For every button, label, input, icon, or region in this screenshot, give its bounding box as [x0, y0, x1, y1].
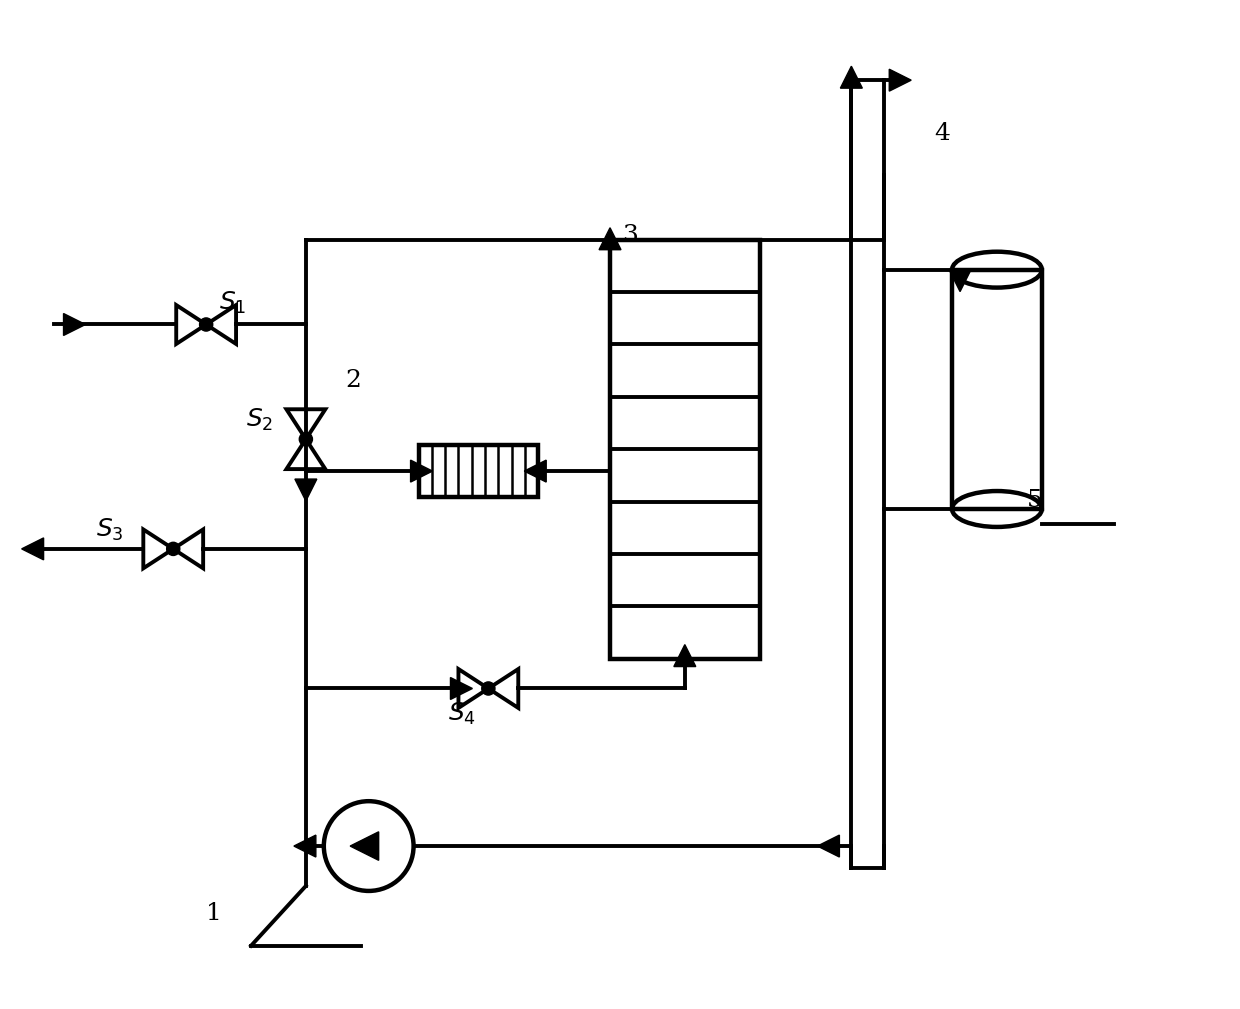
Circle shape: [299, 433, 312, 446]
Text: 4: 4: [934, 122, 950, 145]
Polygon shape: [817, 835, 839, 857]
Polygon shape: [410, 460, 433, 482]
Text: 1: 1: [206, 902, 222, 925]
Text: $S_2$: $S_2$: [246, 408, 273, 434]
Polygon shape: [450, 677, 472, 699]
Text: 3: 3: [622, 224, 637, 247]
Circle shape: [200, 318, 213, 331]
Polygon shape: [673, 645, 696, 667]
Text: $S_1$: $S_1$: [219, 290, 247, 316]
Text: 5: 5: [1027, 489, 1043, 512]
Text: 2: 2: [346, 369, 362, 393]
Bar: [419, 445, 538, 497]
Bar: [610, 240, 760, 659]
Polygon shape: [21, 538, 43, 560]
Polygon shape: [841, 67, 862, 88]
Polygon shape: [599, 228, 621, 249]
Bar: [952, 269, 1042, 509]
Polygon shape: [889, 70, 911, 91]
Polygon shape: [294, 835, 316, 857]
Polygon shape: [350, 831, 378, 861]
Polygon shape: [63, 314, 86, 335]
Circle shape: [166, 542, 180, 556]
Polygon shape: [949, 269, 971, 292]
Polygon shape: [295, 479, 317, 501]
Polygon shape: [525, 460, 546, 482]
Text: $S_4$: $S_4$: [449, 700, 476, 726]
Circle shape: [482, 682, 495, 695]
Text: $S_3$: $S_3$: [97, 517, 124, 543]
